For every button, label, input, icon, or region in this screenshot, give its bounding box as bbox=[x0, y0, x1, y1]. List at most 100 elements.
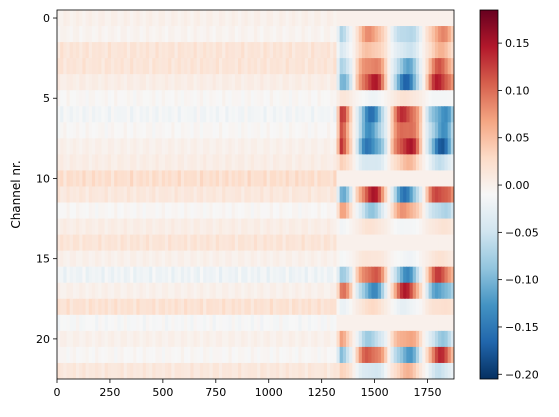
heatmap-cell bbox=[158, 26, 163, 43]
heatmap-cell bbox=[314, 74, 319, 91]
heatmap-cell bbox=[215, 138, 220, 155]
heatmap-cell bbox=[155, 346, 160, 364]
heatmap-cell bbox=[209, 250, 214, 268]
heatmap-cell bbox=[441, 74, 446, 91]
heatmap-cell bbox=[317, 122, 322, 139]
heatmap-cell bbox=[317, 138, 322, 155]
heatmap-cell bbox=[428, 234, 433, 252]
heatmap-cell bbox=[419, 186, 423, 204]
heatmap-cell bbox=[263, 122, 268, 139]
heatmap-cell bbox=[190, 202, 195, 220]
heatmap-cell bbox=[130, 282, 134, 300]
heatmap-cell bbox=[425, 106, 430, 123]
heatmap-cell bbox=[406, 346, 411, 364]
heatmap-cell bbox=[276, 250, 280, 268]
heatmap-cell bbox=[149, 218, 153, 236]
heatmap-cell bbox=[282, 330, 287, 348]
heatmap-cell bbox=[139, 154, 144, 172]
heatmap-cell bbox=[155, 362, 160, 379]
heatmap-cell bbox=[225, 26, 230, 43]
heatmap-cell bbox=[415, 362, 420, 379]
heatmap-cell bbox=[171, 202, 176, 220]
heatmap-cell bbox=[244, 90, 249, 107]
heatmap-cell bbox=[387, 122, 392, 139]
heatmap-cell bbox=[250, 10, 255, 27]
heatmap-cell bbox=[352, 298, 357, 316]
heatmap-cell bbox=[403, 122, 407, 139]
heatmap-cell bbox=[101, 346, 106, 364]
heatmap-cell bbox=[272, 186, 277, 204]
heatmap-cell bbox=[247, 234, 252, 252]
heatmap-cell bbox=[174, 346, 179, 364]
heatmap-cell bbox=[419, 74, 423, 91]
heatmap-cell bbox=[317, 42, 322, 59]
heatmap-cell bbox=[419, 202, 423, 220]
heatmap-cell bbox=[66, 282, 71, 300]
heatmap-cell bbox=[241, 250, 245, 268]
heatmap-cell bbox=[444, 218, 449, 236]
heatmap-cell bbox=[450, 138, 454, 155]
heatmap-cell bbox=[107, 74, 112, 91]
heatmap-cell bbox=[333, 186, 338, 204]
heatmap-cell bbox=[406, 106, 411, 123]
heatmap-cell bbox=[342, 106, 347, 123]
heatmap-cell bbox=[368, 90, 373, 107]
heatmap-cell bbox=[104, 362, 109, 379]
heatmap-cell bbox=[91, 234, 96, 252]
heatmap-cell bbox=[320, 330, 325, 348]
heatmap-cell bbox=[215, 362, 220, 379]
heatmap-cell bbox=[91, 314, 96, 332]
heatmap-cell bbox=[130, 74, 134, 91]
heatmap-cell bbox=[107, 154, 112, 172]
heatmap-cell bbox=[355, 234, 360, 252]
heatmap-cell bbox=[187, 90, 191, 107]
heatmap-cell bbox=[263, 218, 268, 236]
heatmap-cell bbox=[196, 282, 201, 300]
heatmap-cell bbox=[352, 90, 357, 107]
heatmap-cell bbox=[104, 218, 109, 236]
heatmap-cell bbox=[384, 362, 388, 379]
heatmap-cell bbox=[164, 298, 169, 316]
heatmap-cell bbox=[215, 250, 220, 268]
heatmap-cell bbox=[222, 10, 226, 27]
heatmap-cell bbox=[123, 186, 128, 204]
heatmap-cell bbox=[149, 138, 153, 155]
heatmap-cell bbox=[171, 170, 176, 188]
heatmap-cell bbox=[88, 58, 93, 75]
heatmap-cell bbox=[384, 42, 388, 59]
heatmap-cell bbox=[412, 282, 417, 300]
heatmap-cell bbox=[95, 346, 99, 364]
heatmap-cell bbox=[441, 42, 446, 59]
heatmap-cell bbox=[352, 26, 357, 43]
heatmap-cell bbox=[257, 314, 261, 332]
heatmap-cell bbox=[130, 346, 134, 364]
heatmap-cell bbox=[314, 42, 319, 59]
heatmap-cell bbox=[447, 122, 452, 139]
heatmap-cell bbox=[447, 266, 452, 284]
heatmap-cell bbox=[69, 74, 74, 91]
heatmap-cell bbox=[361, 234, 366, 252]
heatmap-cell bbox=[266, 250, 271, 268]
heatmap-cell bbox=[266, 106, 271, 123]
heatmap-cell bbox=[438, 282, 442, 300]
heatmap-cell bbox=[231, 346, 236, 364]
heatmap-cell bbox=[180, 314, 185, 332]
heatmap-cell bbox=[247, 314, 252, 332]
heatmap-cell bbox=[400, 122, 404, 139]
heatmap-cell bbox=[234, 298, 239, 316]
heatmap-cell bbox=[358, 122, 363, 139]
heatmap-cell bbox=[415, 314, 420, 332]
heatmap-cell bbox=[419, 122, 423, 139]
heatmap-cell bbox=[323, 106, 328, 123]
heatmap-cell bbox=[266, 314, 271, 332]
heatmap-cell bbox=[130, 250, 134, 268]
heatmap-cell bbox=[292, 330, 296, 348]
heatmap-cell bbox=[400, 330, 404, 348]
heatmap-cell bbox=[272, 298, 277, 316]
heatmap-cell bbox=[279, 122, 284, 139]
heatmap-cell bbox=[152, 138, 157, 155]
heatmap-cell bbox=[419, 58, 423, 75]
heatmap-cell bbox=[396, 186, 401, 204]
heatmap-cell bbox=[307, 154, 312, 172]
heatmap-cell bbox=[425, 10, 430, 27]
